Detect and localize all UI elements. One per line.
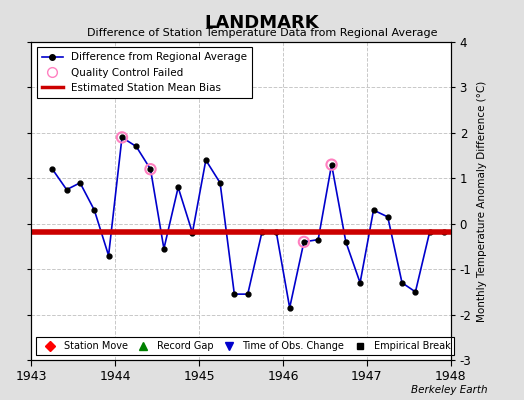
Point xyxy=(118,134,126,141)
Text: LANDMARK: LANDMARK xyxy=(205,14,319,32)
Point xyxy=(300,239,308,245)
Point xyxy=(146,166,155,172)
Legend: Station Move, Record Gap, Time of Obs. Change, Empirical Break: Station Move, Record Gap, Time of Obs. C… xyxy=(36,337,454,355)
Text: Difference of Station Temperature Data from Regional Average: Difference of Station Temperature Data f… xyxy=(87,28,437,38)
Y-axis label: Monthly Temperature Anomaly Difference (°C): Monthly Temperature Anomaly Difference (… xyxy=(477,80,487,322)
Text: Berkeley Earth: Berkeley Earth xyxy=(411,385,487,395)
Point xyxy=(328,162,336,168)
